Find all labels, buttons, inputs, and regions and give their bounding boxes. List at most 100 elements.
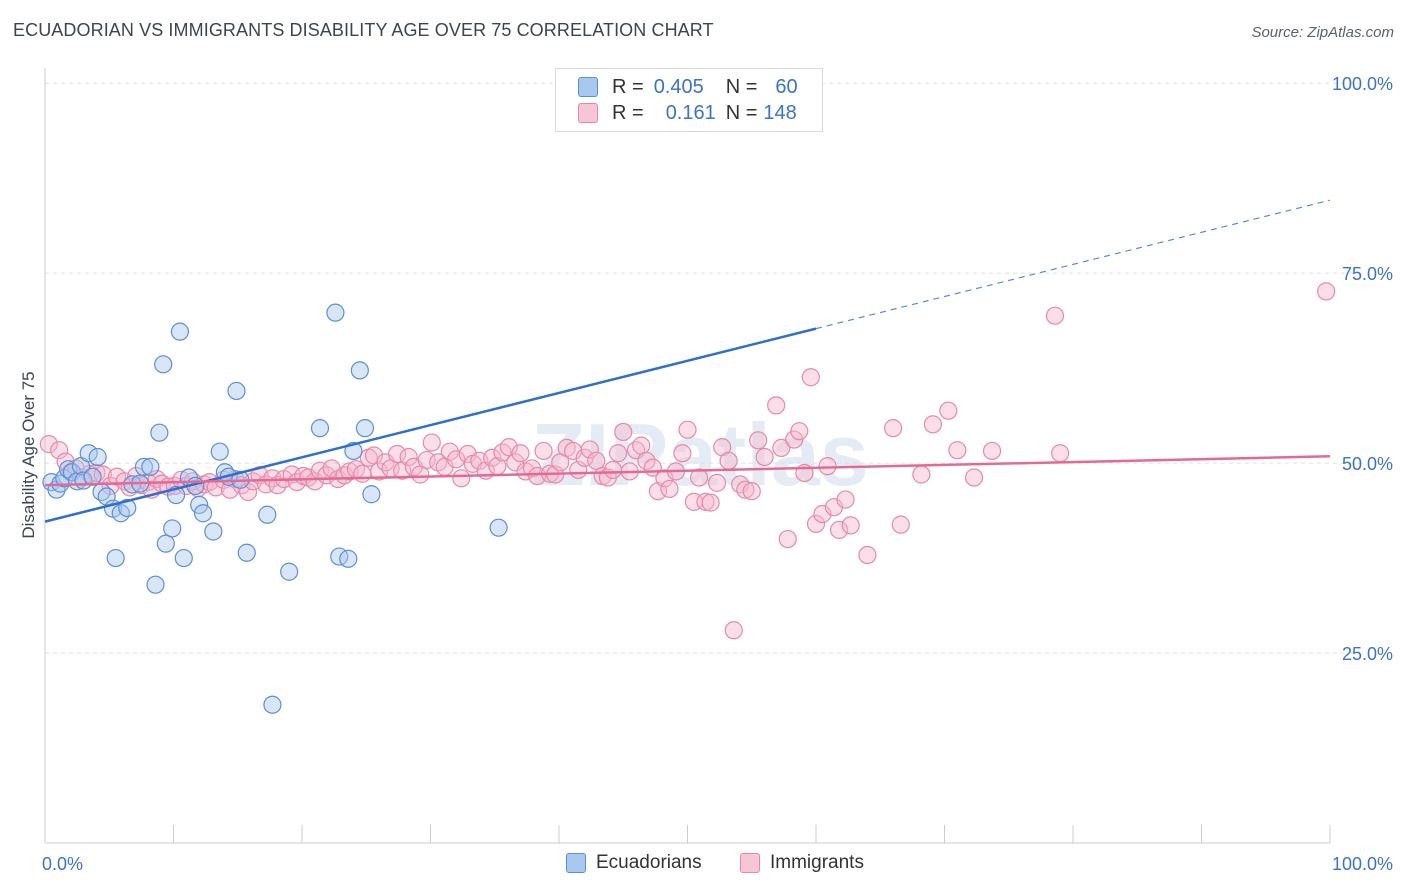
data-point: [830, 520, 849, 540]
data-point: [742, 482, 761, 501]
r-value: 0.405: [653, 75, 704, 98]
data-point: [326, 303, 345, 322]
n-value: 148: [763, 101, 797, 124]
data-point: [836, 490, 855, 509]
data-point: [50, 441, 69, 460]
data-point: [772, 438, 791, 458]
data-point: [106, 548, 125, 568]
data-point: [134, 457, 154, 476]
data-point: [719, 451, 738, 470]
n-value: 60: [775, 75, 798, 98]
r-value: 0.161: [665, 101, 716, 124]
data-point: [580, 440, 599, 459]
ecuadorians-trend-line: [44, 327, 817, 523]
data-point: [387, 444, 407, 464]
ecuadorians-trend-extension: [815, 199, 1331, 330]
data-point: [422, 433, 441, 452]
immigrants-trend-line: [44, 455, 1331, 487]
data-point: [1045, 306, 1065, 325]
r-label: R =: [612, 101, 644, 124]
watermark: ZIPatlas: [531, 405, 868, 504]
data-point: [858, 545, 877, 565]
data-point: [210, 442, 229, 461]
data-point: [939, 401, 958, 420]
trend-lines: [44, 199, 1331, 523]
data-point: [146, 575, 165, 594]
data-point: [150, 423, 169, 442]
data-point: [440, 442, 459, 461]
data-point: [724, 621, 743, 640]
data-point: [141, 457, 160, 476]
data-point: [174, 548, 193, 568]
data-point: [1051, 444, 1070, 463]
legend-item-ecuadorians[interactable]: Ecuadorians: [566, 852, 702, 874]
data-point: [227, 381, 246, 401]
legend-row-immigrants: R = 0.161 N = 148: [578, 101, 797, 125]
data-point: [818, 457, 837, 476]
stats-legend: R = 0.405 N = 60 R = 0.161 N = 148: [555, 68, 823, 132]
data-point: [506, 453, 525, 472]
y-tick-label: 50.0%: [1342, 454, 1393, 474]
data-point: [79, 444, 98, 463]
data-point: [489, 518, 508, 537]
data-point: [731, 475, 750, 494]
data-point: [310, 419, 330, 438]
data-point: [923, 415, 943, 434]
data-point: [673, 444, 692, 463]
data-point: [163, 519, 182, 538]
grid-lines: [45, 82, 1360, 654]
data-point: [767, 396, 786, 415]
ecuadorians-points: [42, 69, 814, 714]
data-point: [499, 438, 518, 457]
axes: [44, 68, 1331, 844]
tick-labels: 100.0% 75.0% 50.0% 25.0% 0.0% 100.0%: [42, 74, 1393, 874]
data-point: [801, 368, 820, 387]
legend-label: Ecuadorians: [596, 852, 702, 873]
legend-swatch-blue: [578, 77, 598, 97]
data-point: [237, 543, 256, 562]
data-point: [609, 444, 628, 463]
y-axis-label: Disability Age Over 75: [19, 371, 38, 538]
y-tick-label: 75.0%: [1342, 264, 1393, 284]
data-point: [154, 355, 173, 374]
data-point: [948, 441, 967, 460]
chart-title: ECUADORIAN VS IMMIGRANTS DISABILITY AGE …: [13, 20, 714, 40]
data-point: [614, 422, 633, 442]
data-point: [749, 431, 768, 450]
data-point: [655, 469, 674, 488]
data-point: [696, 492, 715, 511]
x-tick-label: 100.0%: [1332, 854, 1393, 874]
data-point: [452, 469, 471, 488]
data-point: [660, 479, 679, 499]
data-point: [258, 505, 277, 524]
legend-item-immigrants[interactable]: Immigrants: [740, 852, 864, 874]
data-point: [39, 435, 58, 454]
data-point: [790, 422, 809, 441]
data-point: [88, 447, 107, 467]
data-point: [458, 444, 477, 464]
data-point: [637, 451, 656, 470]
r-label: R =: [612, 75, 644, 98]
data-point: [204, 522, 223, 541]
data-point: [841, 516, 860, 535]
n-label: N =: [725, 75, 758, 98]
data-point: [305, 472, 324, 491]
data-point: [689, 468, 709, 487]
data-point: [964, 468, 984, 487]
data-point: [534, 441, 553, 461]
legend-row-ecuadorians: R = 0.405 N = 60: [578, 75, 798, 99]
legend-swatch-pink: [740, 853, 760, 873]
data-point: [193, 504, 213, 523]
source-label: Source: ZipAtlas.com: [1251, 24, 1394, 41]
data-point: [447, 450, 466, 469]
data-point: [170, 322, 190, 341]
data-point: [263, 695, 282, 714]
data-point: [101, 476, 120, 495]
data-point: [355, 419, 375, 438]
data-point: [632, 436, 651, 455]
data-point: [280, 562, 299, 581]
data-point: [339, 549, 358, 568]
legend-swatch-blue: [566, 853, 586, 873]
data-point: [118, 498, 137, 518]
